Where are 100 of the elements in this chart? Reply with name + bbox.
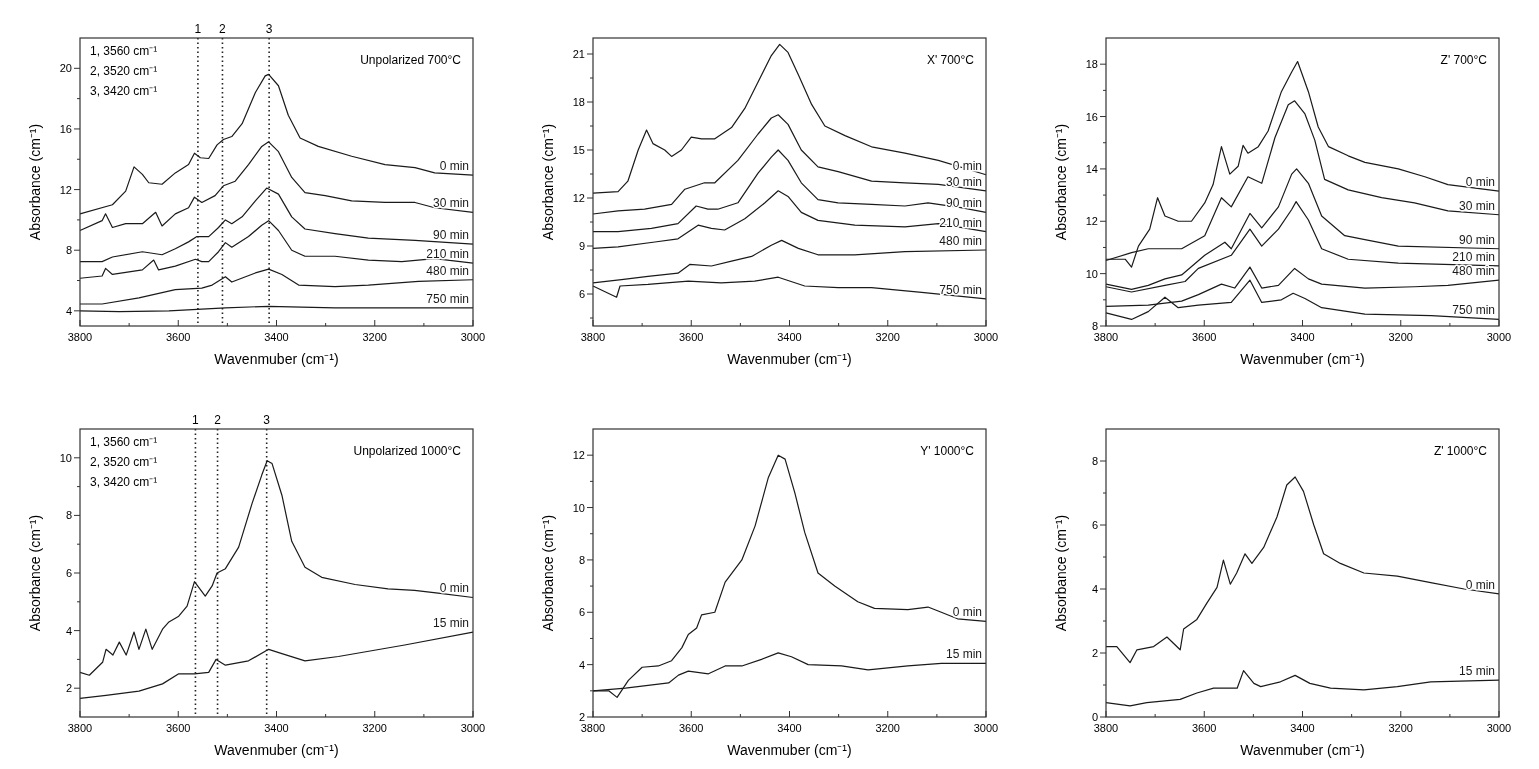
y-tick-label: 4 xyxy=(65,304,72,317)
x-axis-title: Wavenmuber (cm⁻¹) xyxy=(1240,351,1365,367)
y-tick-label: 12 xyxy=(1085,215,1098,228)
y-tick-label: 10 xyxy=(572,501,585,514)
series-label: 30 min xyxy=(945,174,982,189)
series-label: 0 min xyxy=(952,605,982,620)
y-tick-label: 2 xyxy=(65,682,72,695)
x-tick-label: 3200 xyxy=(875,722,900,734)
series-label: 15 min xyxy=(945,647,982,662)
y-tick-label: 6 xyxy=(578,288,585,300)
annotation: 3, 3420 cm⁻¹ xyxy=(90,475,158,489)
x-tick-label: 3800 xyxy=(67,331,93,343)
line-series xyxy=(592,43,987,194)
x-tick-label: 3600 xyxy=(1192,331,1217,343)
y-axis-title: Absorbance (cm⁻¹) xyxy=(27,123,43,241)
text: Y' 1000°C xyxy=(920,444,975,458)
y-tick-label: 12 xyxy=(572,192,585,204)
text: 1 xyxy=(192,413,200,427)
text: 1 xyxy=(194,22,202,36)
x-tick-label: 3600 xyxy=(679,331,704,343)
y-tick-label: 10 xyxy=(1085,267,1098,280)
x-tick-label: 3400 xyxy=(264,331,289,343)
x-tick-label: 3800 xyxy=(1093,722,1119,734)
x-tick-label: 3000 xyxy=(1486,722,1512,734)
x-tick-label: 3600 xyxy=(679,722,704,734)
y-axis-title: Absorbance (cm⁻¹) xyxy=(27,514,43,632)
x-tick-label: 3400 xyxy=(1290,331,1315,343)
y-tick-label: 2 xyxy=(578,711,585,723)
y-tick-label: 15 xyxy=(572,144,585,156)
y-tick-label: 8 xyxy=(65,244,72,257)
x-tick-label: 3200 xyxy=(1388,722,1413,734)
y-tick-label: 8 xyxy=(1091,455,1098,467)
y-tick-label: 20 xyxy=(59,62,72,75)
x-tick-label: 3000 xyxy=(460,722,486,734)
series-label: 15 min xyxy=(1458,664,1495,679)
x-axis-title: Wavenmuber (cm⁻¹) xyxy=(727,742,852,758)
x-tick-label: 3400 xyxy=(777,722,802,734)
y-axis-title: Absorbance (cm⁻¹) xyxy=(540,514,556,632)
y-tick-label: 12 xyxy=(59,183,72,196)
series-label: 30 min xyxy=(432,196,469,211)
x-tick-label: 3200 xyxy=(1388,331,1413,343)
series-label: 750 min xyxy=(1452,303,1495,318)
x-tick-label: 3200 xyxy=(362,331,387,343)
x-tick-label: 3000 xyxy=(973,331,999,343)
series-label: 0 min xyxy=(1465,175,1495,190)
series-label: 480 min xyxy=(1452,264,1495,279)
y-axis-title: Absorbance (cm⁻¹) xyxy=(540,123,556,241)
series-label: 750 min xyxy=(939,282,982,297)
series-label: 480 min xyxy=(939,234,982,248)
text: 3 xyxy=(265,22,273,36)
x-tick-label: 3000 xyxy=(973,722,999,734)
x-tick-label: 3000 xyxy=(460,331,486,343)
y-tick-label: 14 xyxy=(1085,162,1098,175)
y-tick-label: 16 xyxy=(59,122,72,135)
y-tick-label: 0 xyxy=(1091,711,1098,723)
y-tick-label: 12 xyxy=(572,449,585,462)
y-tick-label: 4 xyxy=(1091,583,1098,595)
x-axis-title: Wavenmuber (cm⁻¹) xyxy=(1240,742,1365,758)
annotation: 3, 3420 cm⁻¹ xyxy=(90,84,158,98)
annotation: 2, 3520 cm⁻¹ xyxy=(90,64,158,78)
annotation: 1, 3560 cm⁻¹ xyxy=(90,44,158,58)
y-tick-label: 8 xyxy=(65,509,72,522)
text: Unpolarized 1000°C xyxy=(353,444,462,458)
series-label: 90 min xyxy=(1458,232,1495,247)
annotation: 1, 3560 cm⁻¹ xyxy=(90,435,158,449)
line-series xyxy=(592,149,987,233)
x-tick-label: 3600 xyxy=(1192,722,1217,734)
text: 3 xyxy=(263,413,271,427)
line-series xyxy=(592,190,987,249)
y-tick-label: 6 xyxy=(65,567,72,579)
x-tick-label: 3000 xyxy=(1486,331,1512,343)
series-label: 480 min xyxy=(426,263,469,278)
y-tick-label: 21 xyxy=(572,48,585,60)
y-tick-label: 18 xyxy=(572,96,585,108)
text: X' 700°C xyxy=(926,53,975,67)
line-series xyxy=(592,114,987,215)
y-tick-label: 10 xyxy=(59,451,72,464)
text: 2 xyxy=(214,413,222,427)
x-tick-label: 3400 xyxy=(1290,722,1315,734)
x-tick-label: 3600 xyxy=(166,722,191,734)
y-tick-label: 9 xyxy=(578,240,585,252)
text: Z' 700°C xyxy=(1440,53,1488,67)
x-tick-label: 3800 xyxy=(580,331,606,343)
x-tick-label: 3800 xyxy=(580,722,606,734)
line-series xyxy=(1105,476,1500,664)
text: Z' 1000°C xyxy=(1433,444,1488,458)
series-label: 15 min xyxy=(432,616,469,631)
y-tick-label: 4 xyxy=(65,624,72,637)
series-label: 210 min xyxy=(1452,249,1495,264)
x-tick-label: 3600 xyxy=(166,331,191,343)
x-tick-label: 3400 xyxy=(264,722,289,734)
y-tick-label: 8 xyxy=(578,553,585,566)
series-label: 0 min xyxy=(439,159,469,174)
y-axis-title: Absorbance (cm⁻¹) xyxy=(1053,123,1069,241)
y-tick-label: 6 xyxy=(1091,519,1098,531)
x-axis-title: Wavenmuber (cm⁻¹) xyxy=(214,351,339,367)
y-tick-label: 18 xyxy=(1085,58,1098,71)
x-tick-label: 3200 xyxy=(362,722,387,734)
series-label: 750 min xyxy=(426,291,469,306)
x-tick-label: 3800 xyxy=(1093,331,1119,343)
